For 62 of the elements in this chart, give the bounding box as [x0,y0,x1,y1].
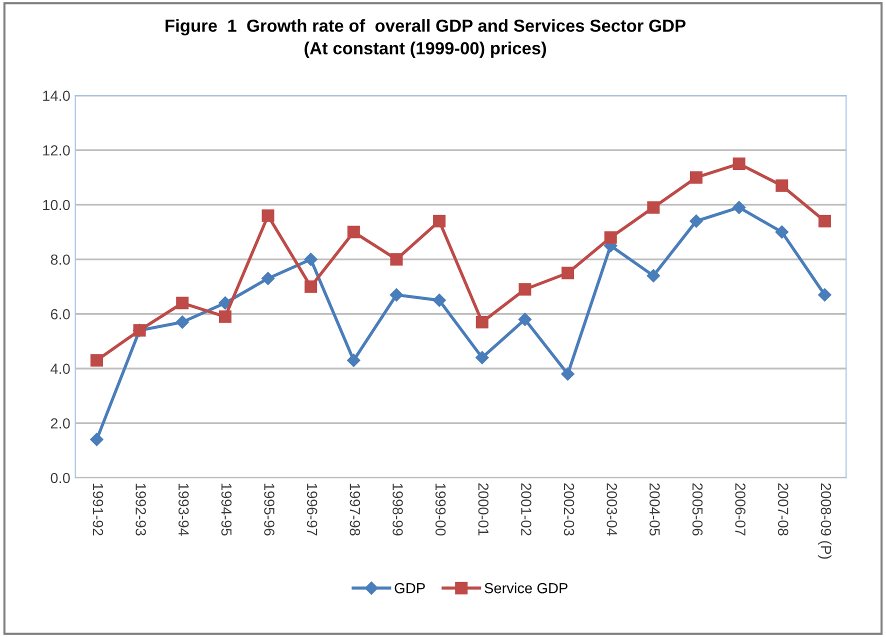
x-tick-label: 2000-01 [478,483,489,536]
point [818,288,832,302]
y-tick-label: 0.0 [50,472,70,484]
point [433,214,446,228]
point [176,316,189,329]
point [390,253,403,266]
point [732,158,746,170]
y-tick-label: 2.0 [50,418,70,429]
x-tick-label: 1997-98 [350,484,360,536]
x-tick-label: 2004-05 [650,483,660,536]
x-tick-label: 2008-09 (P) [818,483,832,559]
point [690,171,702,184]
point [562,266,574,280]
x-tick-label: 1992-93 [136,484,146,536]
x-tick-label: 1993-94 [178,484,189,536]
point [176,296,189,310]
x-tick-label: 2001-02 [521,483,532,536]
point [561,367,574,381]
x-tick-label: 1999-00 [435,484,446,536]
point [604,231,617,244]
point [518,312,532,326]
point [690,214,703,228]
x-tick-label: 1996-97 [306,484,318,536]
x-tick-label: 2002-03 [564,483,574,536]
legend-label: GDP [394,582,425,594]
point [304,252,318,266]
legend-label: Service GDP [484,582,568,594]
x-tick-label: 1998-99 [392,484,403,536]
point [90,432,104,446]
point [261,272,275,286]
point [218,296,232,310]
x-tick-label: 2005-06 [692,483,703,536]
point [775,225,788,239]
point [432,294,446,307]
point [818,214,831,228]
x-tick-label: 2006-07 [735,483,746,536]
x-tick-label: 2003-04 [606,483,618,536]
point [647,201,660,214]
y-tick-label: 6.0 [50,309,70,320]
point [347,226,360,238]
point [90,354,103,367]
point [732,200,746,214]
x-tick-label: 2007-08 [778,483,788,536]
point [347,354,360,367]
x-tick-label: 1995-96 [264,484,274,536]
point [476,316,488,328]
point [776,179,788,192]
point [304,280,318,293]
y-tick-label: 12.0 [43,145,70,156]
y-tick-label: 10.0 [43,200,70,210]
chart-title: Figure 1 Growth rate of overall GDP and Services Sector GDP (At constant (1999-00) prices) [166,19,686,58]
y-tick-label: 14.0 [43,90,70,101]
point [218,310,232,323]
point [518,283,532,296]
y-tick-label: 4.0 [50,364,70,374]
point [646,269,660,282]
x-tick-label: 1991-92 [92,484,104,536]
point [262,209,274,222]
point [476,351,489,364]
x-tick-label: 1994-95 [221,484,232,536]
y-tick-label: 8.0 [50,254,70,265]
point [390,288,404,302]
